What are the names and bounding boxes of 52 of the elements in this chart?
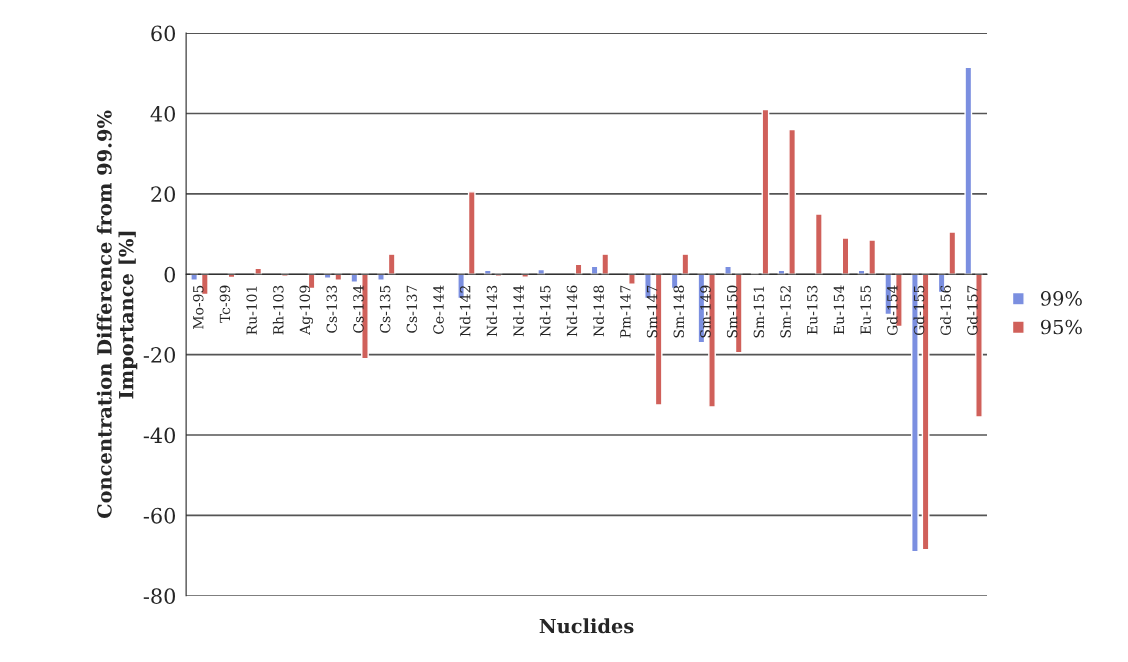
x-tick-label: Nd-143	[486, 285, 498, 337]
x-tick-label: Sm-148	[673, 285, 685, 338]
x-tick-label: Nd-142	[459, 286, 471, 337]
x-tick-label: Nd-144	[513, 285, 524, 337]
x-tick-label: Gd-156	[940, 285, 951, 336]
x-tick-label: Cs-135	[379, 285, 391, 333]
legend-label: 99%	[1040, 291, 1082, 306]
x-tick-label: Ag-109	[299, 285, 313, 335]
bar	[628, 273, 636, 286]
x-tick-label: Nd-146	[566, 285, 578, 337]
bar	[601, 253, 610, 275]
x-tick-label: Gd-157	[966, 285, 978, 336]
x-tick-label: Nd-145	[539, 285, 551, 337]
bar	[681, 253, 690, 275]
y-tick-label: -40	[143, 427, 176, 444]
x-tick-label: Rh-103	[272, 285, 284, 335]
bar	[948, 231, 957, 275]
bar	[387, 253, 396, 275]
y-tick-label: 40	[150, 105, 176, 122]
x-tick-label: Cs-137	[406, 285, 418, 333]
x-tick-label: Eu-153	[807, 285, 818, 335]
x-tick-label: Nd-148	[593, 285, 604, 337]
y-tick-label: 20	[151, 186, 176, 203]
x-axis-title: Nuclides	[539, 618, 634, 634]
bar	[814, 213, 823, 275]
x-tick-label: Sm-151	[753, 286, 765, 338]
x-tick-label: Sm-150	[726, 285, 738, 338]
x-tick-label: Tc-99	[219, 285, 231, 323]
bar	[467, 191, 476, 275]
x-tick-label: Mo-95	[192, 285, 204, 329]
y-axis-title: Concentration Difference from 99.9% Importance [%]	[96, 110, 138, 519]
y-tick-label: 60	[151, 25, 176, 42]
x-tick-label: Eu-155	[860, 285, 871, 335]
bar	[788, 128, 797, 275]
y-tick-label: -60	[143, 507, 176, 524]
x-tick-label: Pm-147	[620, 285, 631, 338]
x-tick-label: Cs-133	[326, 285, 337, 333]
x-tick-label: Sm-152	[780, 286, 791, 338]
x-tick-label: Cs-134	[353, 285, 364, 333]
x-tick-label: Ce-144	[433, 285, 444, 334]
x-tick-label: Sm-149	[700, 285, 711, 338]
x-tick-label: Ru-101	[246, 286, 257, 335]
x-tick-label: Eu-154	[833, 285, 845, 335]
bar	[964, 66, 973, 275]
y-tick-label: -20	[143, 347, 176, 363]
x-tick-label: Gd-155	[913, 285, 925, 336]
legend-label: 95%	[1040, 319, 1082, 335]
y-tick-label: -80	[143, 588, 176, 605]
x-tick-label: Sm-147	[646, 285, 658, 338]
y-tick-label: 0	[164, 266, 176, 283]
x-tick-label: Gd-154	[886, 285, 898, 336]
bar	[868, 239, 877, 275]
